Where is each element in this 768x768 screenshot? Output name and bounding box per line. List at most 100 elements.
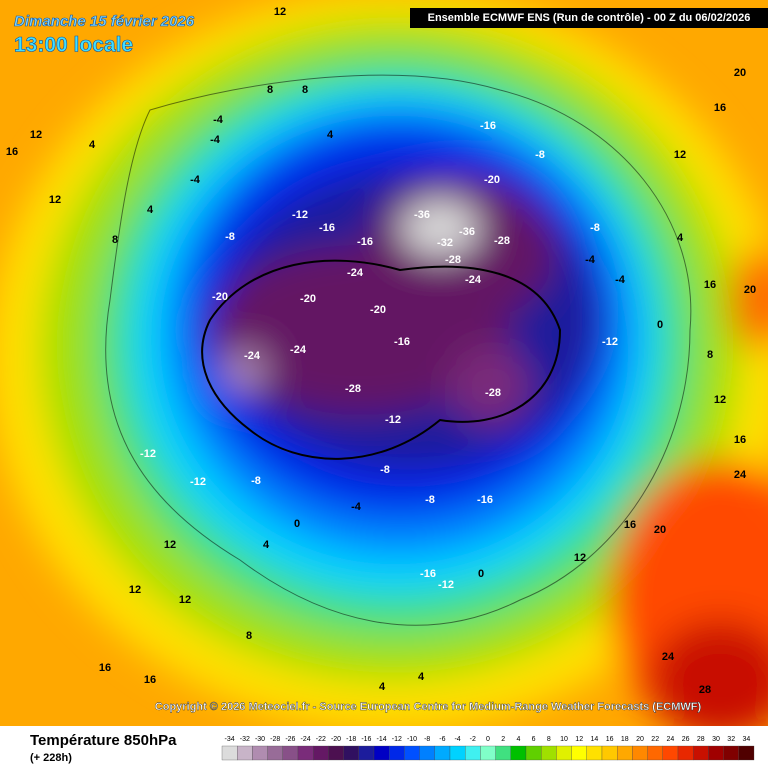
time: 13:00 locale bbox=[14, 34, 133, 57]
scale-swatch bbox=[708, 745, 724, 761]
scale-tick-label: -12 bbox=[392, 736, 402, 743]
scale-tick-label: 12 bbox=[575, 736, 583, 743]
contour-label: -36 bbox=[414, 209, 430, 221]
scale-swatch bbox=[358, 745, 375, 761]
scale-tick-label: -8 bbox=[424, 736, 430, 743]
contour-label: -4 bbox=[615, 274, 626, 286]
scale-tick-label: 4 bbox=[516, 736, 520, 743]
contour-label: -12 bbox=[140, 448, 156, 460]
contour-label: -8 bbox=[590, 222, 600, 234]
contour-label: -8 bbox=[380, 464, 390, 476]
contour-label: 20 bbox=[744, 284, 756, 296]
footer-title: Température 850hPa bbox=[30, 732, 177, 749]
contour-label: 0 bbox=[657, 319, 663, 331]
contour-label: 12 bbox=[129, 584, 141, 596]
temperature-field bbox=[0, 0, 768, 726]
scale-tick-label: 26 bbox=[682, 736, 690, 743]
contour-label: -16 bbox=[477, 494, 493, 506]
contour-label: -20 bbox=[370, 304, 386, 316]
contour-label: -12 bbox=[438, 579, 454, 591]
contour-label: -4 bbox=[210, 134, 221, 146]
contour-label: -28 bbox=[485, 387, 501, 399]
contour-label: 16 bbox=[704, 279, 716, 291]
contour-label: -24 bbox=[290, 344, 307, 356]
contour-label: 12 bbox=[714, 394, 726, 406]
scale-tick-label: -20 bbox=[331, 736, 341, 743]
contour-label: 4 bbox=[89, 139, 96, 151]
scale-swatch bbox=[343, 745, 359, 761]
scale-tick-label: 20 bbox=[636, 736, 644, 743]
footer-lead: (+ 228h) bbox=[30, 752, 72, 764]
contour-label: 12 bbox=[49, 194, 61, 206]
contour-label: -16 bbox=[319, 222, 335, 234]
contour-label: -8 bbox=[225, 231, 235, 243]
contour-label: -12 bbox=[292, 209, 308, 221]
scale-tick-label: -4 bbox=[454, 736, 460, 743]
scale-swatch bbox=[738, 745, 755, 761]
scale-tick-label: 6 bbox=[532, 736, 536, 743]
scale-swatch bbox=[480, 745, 496, 761]
scale-swatch bbox=[389, 745, 405, 761]
contour-label: 16 bbox=[624, 519, 636, 531]
contour-label: 12 bbox=[179, 594, 191, 606]
contour-label: 12 bbox=[30, 129, 42, 141]
contour-label: 16 bbox=[714, 102, 726, 114]
contour-label: -8 bbox=[535, 149, 545, 161]
contour-label: -36 bbox=[459, 226, 475, 238]
contour-label: 4 bbox=[147, 204, 154, 216]
scale-tick-label: 24 bbox=[667, 736, 675, 743]
scale-swatch bbox=[571, 745, 587, 761]
scale-tick-label: -34 bbox=[225, 736, 235, 743]
scale-tick-label: 16 bbox=[606, 736, 614, 743]
scale-tick-label: -32 bbox=[240, 736, 250, 743]
contour-label: 16 bbox=[6, 146, 18, 158]
contour-label: 8 bbox=[302, 84, 308, 96]
contour-label: -28 bbox=[494, 235, 510, 247]
scale-tick-label: 34 bbox=[743, 736, 751, 743]
scale-swatch bbox=[586, 745, 603, 761]
contour-label: 4 bbox=[379, 681, 386, 693]
scale-tick-label: -6 bbox=[439, 736, 445, 743]
contour-label: -24 bbox=[244, 350, 261, 362]
contour-label: -8 bbox=[425, 494, 435, 506]
scale-swatch bbox=[617, 745, 633, 761]
scale-tick-label: 14 bbox=[591, 736, 599, 743]
contour-label: 8 bbox=[246, 630, 252, 642]
contour-label: 20 bbox=[654, 524, 666, 536]
contour-label: -4 bbox=[213, 114, 224, 126]
scale-tick-label: 28 bbox=[697, 736, 705, 743]
contour-label: -16 bbox=[480, 120, 496, 132]
contour-label: 4 bbox=[327, 129, 334, 141]
contour-label: 12 bbox=[574, 552, 586, 564]
scale-tick-label: -22 bbox=[316, 736, 326, 743]
scale-tick-label: 30 bbox=[712, 736, 720, 743]
contour-label: 8 bbox=[112, 234, 118, 246]
contour-label: 4 bbox=[677, 232, 684, 244]
scale-tick-label: 8 bbox=[547, 736, 551, 743]
contour-label: 16 bbox=[99, 662, 111, 674]
scale-swatch bbox=[221, 745, 238, 761]
scale-swatch bbox=[647, 745, 663, 761]
contour-label: 0 bbox=[294, 518, 300, 530]
contour-label: -20 bbox=[300, 293, 316, 305]
contour-label: -28 bbox=[345, 383, 361, 395]
contour-label: 12 bbox=[674, 149, 686, 161]
contour-label: -12 bbox=[190, 476, 206, 488]
contour-label: -4 bbox=[190, 174, 201, 186]
scale-swatch bbox=[495, 745, 511, 761]
contour-label: -24 bbox=[347, 267, 364, 279]
scale-swatch bbox=[267, 745, 283, 761]
copyright: Copyright © 2026 Meteociel.fr - Source E… bbox=[155, 701, 702, 713]
contour-label: 8 bbox=[267, 84, 273, 96]
contour-label: -20 bbox=[212, 291, 228, 303]
contour-label: 4 bbox=[263, 539, 270, 551]
contour-label: 28 bbox=[699, 684, 711, 696]
contour-label: -16 bbox=[420, 568, 436, 580]
scale-tick-label: -2 bbox=[470, 736, 476, 743]
scale-swatch bbox=[525, 745, 542, 761]
run-info: Ensemble ECMWF ENS (Run de contrôle) - 0… bbox=[428, 12, 751, 24]
run-box bbox=[410, 8, 768, 28]
